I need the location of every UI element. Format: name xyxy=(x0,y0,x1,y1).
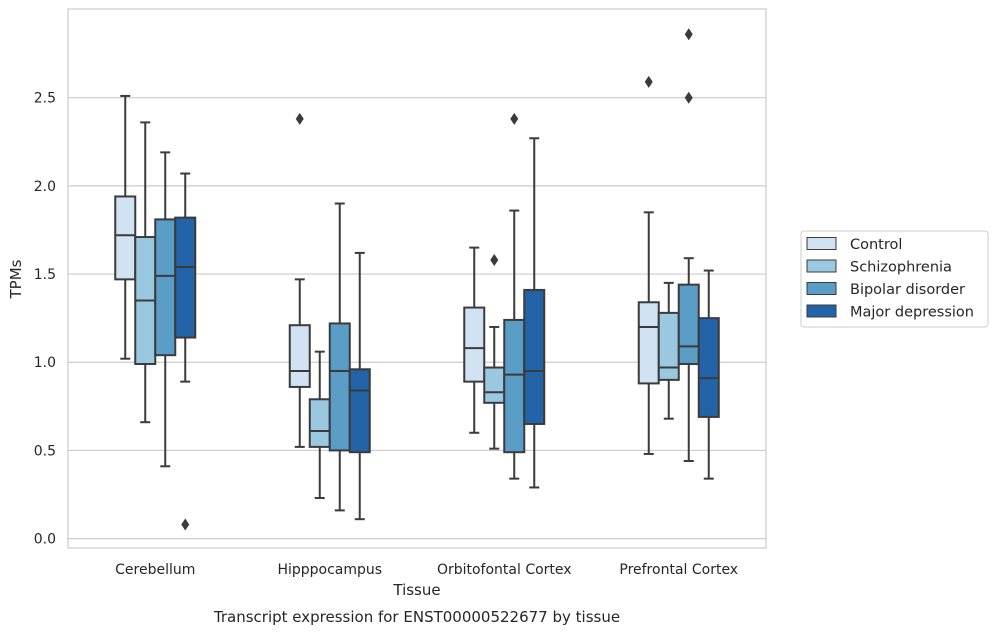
box-bipolar-disorder xyxy=(503,112,526,480)
y-tick-label: 2.5 xyxy=(34,91,56,107)
box-schizophrenia xyxy=(308,350,331,500)
legend-label: Bipolar disorder xyxy=(850,282,965,298)
outlier-point xyxy=(295,112,304,125)
outlier-point xyxy=(181,518,190,531)
box-iqr xyxy=(154,218,177,357)
x-tick-labels: Cerebellum Hipppocampus Orbitofontal Corte… xyxy=(115,562,738,578)
box-iqr xyxy=(174,216,197,339)
box-iqr xyxy=(523,288,546,425)
box-major-depression xyxy=(697,269,720,480)
outlier-point xyxy=(510,112,519,125)
box-iqr xyxy=(503,318,526,454)
legend-swatch xyxy=(806,259,837,273)
box-control xyxy=(288,112,311,448)
box-iqr xyxy=(114,195,137,281)
box-iqr xyxy=(677,283,700,366)
box-control xyxy=(463,246,486,434)
x-axis-label: Tissue xyxy=(392,581,440,599)
legend-label: Major depression xyxy=(850,305,974,321)
box-major-depression xyxy=(174,172,197,531)
legend-swatch xyxy=(806,304,837,318)
box-major-depression xyxy=(348,251,371,521)
x-tick-label: Orbitofontal Cortex xyxy=(437,562,572,578)
box-iqr xyxy=(308,398,331,448)
box-bipolar-disorder xyxy=(154,151,177,468)
y-tick-label: 2.0 xyxy=(34,179,56,195)
box-major-depression xyxy=(523,137,546,489)
box-bipolar-disorder xyxy=(677,28,700,463)
chart-title: Transcript expression for ENST0000052267… xyxy=(213,608,620,626)
y-tick-label: 0.0 xyxy=(34,532,56,548)
legend-label: Control xyxy=(850,237,902,253)
legend-swatch xyxy=(806,237,837,250)
box-iqr xyxy=(483,366,506,404)
legend-frame xyxy=(800,230,989,328)
y-tick-labels: 0.0 0.5 1.0 1.5 2.0 2.5 xyxy=(34,91,56,548)
outlier-point xyxy=(490,253,499,266)
boxes xyxy=(114,28,720,531)
x-tick-label: Hipppocampus xyxy=(277,562,382,578)
box-schizophrenia xyxy=(134,121,157,424)
legend-label: Schizophrenia xyxy=(850,260,952,276)
y-tick-label: 1.5 xyxy=(34,267,56,283)
box-bipolar-disorder xyxy=(328,202,351,512)
legend-swatch xyxy=(806,282,837,295)
box-iqr xyxy=(657,311,680,381)
box-control xyxy=(114,94,137,360)
outlier-point xyxy=(684,91,693,104)
outlier-point xyxy=(684,28,693,41)
x-tick-label: Prefrontal Cortex xyxy=(619,562,738,578)
box-iqr xyxy=(637,301,660,385)
box-iqr xyxy=(463,306,486,383)
y-tick-label: 1.0 xyxy=(34,355,56,371)
plot-frame xyxy=(67,8,767,549)
box-iqr xyxy=(697,317,720,418)
box-iqr xyxy=(288,324,311,388)
box-control xyxy=(637,75,660,455)
box-iqr xyxy=(348,368,371,454)
box-schizophrenia xyxy=(657,281,680,420)
x-tick-label: Cerebellum xyxy=(115,562,195,578)
y-axis-label: TPMs xyxy=(7,259,25,299)
box-iqr xyxy=(328,322,351,452)
box-schizophrenia xyxy=(483,253,506,450)
y-tick-label: 0.5 xyxy=(34,443,56,459)
legend: Control Schizophrenia Bipolar disorder Majo… xyxy=(800,230,989,328)
outlier-point xyxy=(644,75,653,88)
